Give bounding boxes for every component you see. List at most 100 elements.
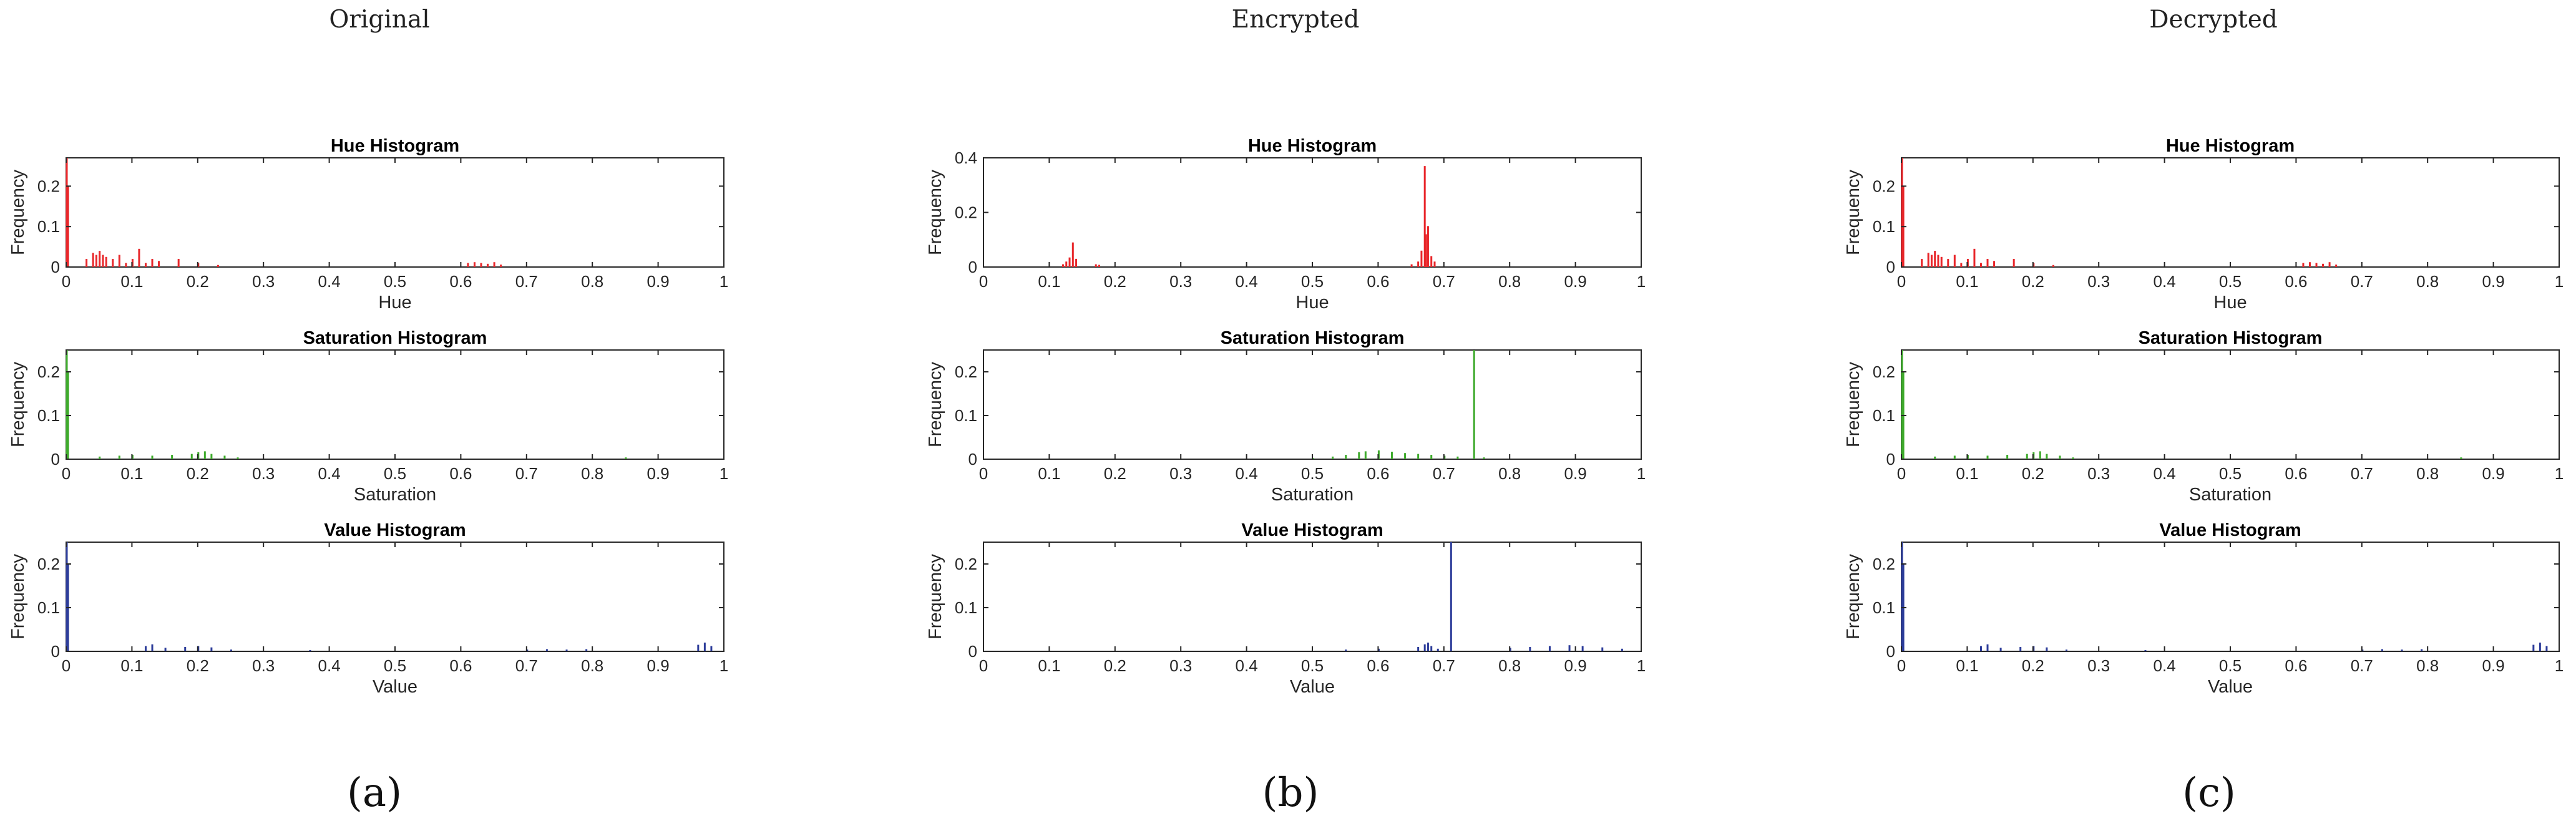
histogram-bar bbox=[487, 263, 489, 267]
histogram-bar bbox=[95, 255, 97, 267]
x-tick-label: 0.2 bbox=[2022, 272, 2044, 291]
panel-label-a: (a) bbox=[347, 770, 402, 816]
x-tick-label: 0.3 bbox=[1169, 656, 1192, 675]
histogram-bar bbox=[1098, 265, 1100, 267]
histogram-bar bbox=[1345, 455, 1347, 459]
y-tick-label: 0.2 bbox=[955, 203, 977, 222]
x-tick-label: 0.6 bbox=[449, 656, 472, 675]
histogram-bar bbox=[1410, 264, 1413, 267]
x-tick-label: 0.4 bbox=[318, 656, 341, 675]
x-tick-label: 0.6 bbox=[2285, 464, 2307, 483]
histogram-bar bbox=[210, 647, 213, 651]
histogram-bar bbox=[1937, 255, 1939, 267]
y-tick-label: 0 bbox=[968, 258, 977, 276]
y-axis-label: Frequency bbox=[925, 553, 945, 639]
plot-frame bbox=[983, 157, 1642, 268]
y-tick-label: 0 bbox=[968, 450, 977, 469]
histogram-bar bbox=[2059, 455, 2061, 459]
plot-encrypted-value: 0 0.1 0.2 0.3 0.4 0.5 0.6 0.7 0.8 0.9 1 0 0.1 0.2 Valu… bbox=[925, 520, 1646, 697]
plot-original-value: 0 0.1 0.2 0.3 0.4 0.5 0.6 0.7 0.8 0.9 1 0 0.1 0.2 Valu… bbox=[8, 520, 728, 697]
histogram-bar bbox=[1417, 647, 1420, 651]
plot-original-saturation: 0 0.1 0.2 0.3 0.4 0.5 0.6 0.7 0.8 0.9 1 0 0.1 0.2 Satu… bbox=[8, 328, 728, 505]
histogram-bar bbox=[2039, 451, 2041, 459]
histogram-bar bbox=[467, 263, 469, 267]
x-tick-label: 0.1 bbox=[120, 272, 143, 291]
histogram-bar bbox=[2545, 646, 2548, 651]
x-tick-label: 0.9 bbox=[1564, 464, 1587, 483]
y-tick-label: 0.2 bbox=[1873, 362, 1895, 381]
histogram-bar bbox=[1979, 646, 1982, 651]
y-tick-label: 0.1 bbox=[1873, 406, 1895, 425]
x-tick-label: 0.5 bbox=[2219, 656, 2242, 675]
y-tick-label: 0.2 bbox=[1873, 555, 1895, 573]
histogram-bar bbox=[177, 259, 180, 267]
x-tick-label: 0.2 bbox=[1104, 272, 1126, 291]
column-titles: Original Encrypted Decrypted bbox=[329, 6, 2277, 34]
x-tick-label: 0.7 bbox=[515, 464, 538, 483]
histogram-bar bbox=[1390, 452, 1393, 459]
column-title-original: Original bbox=[329, 6, 429, 34]
histogram-bar bbox=[1358, 452, 1360, 459]
x-tick-label: 0.5 bbox=[384, 656, 406, 675]
histogram-bar bbox=[2381, 649, 2383, 651]
histogram-bar bbox=[2308, 262, 2311, 267]
x-tick-label: 0.3 bbox=[2087, 464, 2110, 483]
histogram-bar bbox=[1621, 648, 1623, 651]
x-tick-label: 0.2 bbox=[1104, 464, 1126, 483]
x-tick-label: 0.3 bbox=[252, 656, 275, 675]
histogram-bar bbox=[105, 256, 107, 267]
histogram-bar bbox=[1986, 644, 1989, 651]
histogram-bar bbox=[625, 457, 627, 459]
y-tick-label: 0.2 bbox=[955, 555, 977, 573]
plot-title: Hue Histogram bbox=[1248, 136, 1377, 156]
plot-title: Saturation Histogram bbox=[1221, 328, 1405, 348]
histogram-bar bbox=[144, 263, 147, 267]
plot-title: Value Histogram bbox=[2159, 520, 2301, 540]
histogram-bar bbox=[1953, 255, 1956, 267]
histogram-bar bbox=[112, 259, 114, 267]
histogram-bar bbox=[1548, 646, 1551, 651]
panel-label-b: (b) bbox=[1262, 770, 1319, 816]
x-tick-label: 0.2 bbox=[2022, 464, 2044, 483]
histogram-bar bbox=[1993, 261, 1996, 267]
plot-title: Hue Histogram bbox=[331, 136, 459, 156]
x-axis-label: Saturation bbox=[1271, 485, 1354, 505]
histogram-bar bbox=[1450, 542, 1452, 651]
x-tick-label: 0.7 bbox=[2351, 656, 2373, 675]
histogram-bar bbox=[2401, 649, 2403, 651]
y-axis-label: Frequency bbox=[8, 169, 28, 255]
x-tick-label: 0.3 bbox=[2087, 656, 2110, 675]
x-tick-label: 0.8 bbox=[581, 656, 603, 675]
y-tick-label: 0.1 bbox=[1873, 217, 1895, 236]
x-tick-label: 1 bbox=[720, 272, 728, 291]
panel-labels: (a) (b) (c) bbox=[347, 770, 2236, 816]
plot-decrypted-hue: 0 0.1 0.2 0.3 0.4 0.5 0.6 0.7 0.8 0.9 1 0 0.1 0.2 Hue … bbox=[1843, 136, 2564, 313]
y-tick-label: 0.2 bbox=[1873, 177, 1895, 195]
y-axis-label: Frequency bbox=[1843, 361, 1863, 447]
x-tick-label: 0.9 bbox=[1564, 656, 1587, 675]
histogram-bar bbox=[2072, 457, 2074, 459]
histogram-bar bbox=[1973, 248, 1976, 267]
histogram-bar bbox=[102, 255, 104, 267]
x-tick-label: 0.7 bbox=[2351, 464, 2373, 483]
x-tick-label: 0.6 bbox=[1367, 656, 1389, 675]
x-tick-label: 0.3 bbox=[1169, 272, 1192, 291]
histogram-bar bbox=[2532, 644, 2535, 651]
histogram-bar bbox=[585, 649, 588, 651]
histogram-bar bbox=[1364, 451, 1367, 459]
histogram-bar bbox=[2046, 647, 2048, 651]
histogram-bar bbox=[171, 455, 173, 459]
histogram-bar bbox=[2026, 454, 2028, 459]
histogram-bar bbox=[237, 457, 239, 459]
x-tick-label: 0.8 bbox=[581, 272, 603, 291]
histogram-bar bbox=[2539, 643, 2541, 651]
x-tick-label: 0.7 bbox=[515, 272, 538, 291]
histogram-bar bbox=[144, 646, 147, 651]
plot-original-hue: 0 0.1 0.2 0.3 0.4 0.5 0.6 0.7 0.8 0.9 1 0 0.1 0.2 Hue … bbox=[8, 136, 728, 313]
y-tick-label: 0.2 bbox=[955, 362, 977, 381]
x-tick-label: 0.4 bbox=[2154, 656, 2176, 675]
y-axis-label: Frequency bbox=[1843, 169, 1863, 255]
x-tick-label: 0.1 bbox=[1038, 656, 1060, 675]
histogram-bar bbox=[1456, 456, 1459, 459]
